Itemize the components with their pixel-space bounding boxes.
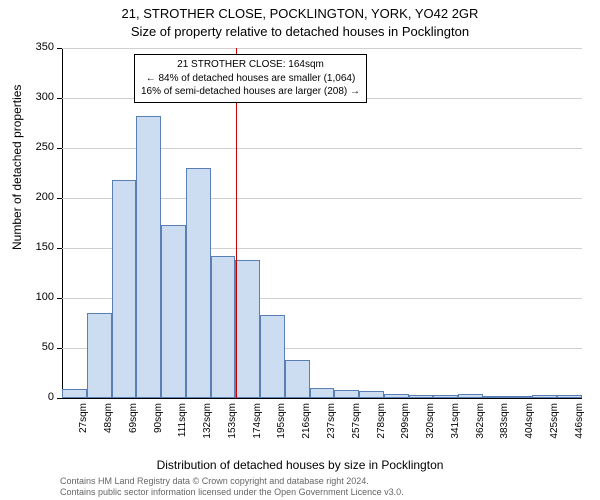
chart-title: 21, STROTHER CLOSE, POCKLINGTON, YORK, Y… xyxy=(0,6,600,21)
footer-line1: Contains HM Land Registry data © Crown c… xyxy=(60,476,404,487)
bar xyxy=(409,395,434,398)
y-tick-mark xyxy=(57,298,62,299)
x-tick-label: 446sqm xyxy=(574,403,585,453)
bar xyxy=(211,256,236,398)
x-tick-label: 216sqm xyxy=(301,403,312,453)
x-tick-label: 111sqm xyxy=(177,403,188,453)
bar xyxy=(384,394,409,398)
x-tick-label: 27sqm xyxy=(78,403,89,453)
bar xyxy=(458,394,483,398)
x-tick-label: 69sqm xyxy=(128,403,139,453)
bar xyxy=(186,168,211,398)
bar xyxy=(483,396,508,398)
bar xyxy=(136,116,161,398)
y-axis-label: Number of detached properties xyxy=(10,85,24,250)
bar xyxy=(87,313,112,398)
bar xyxy=(433,395,458,398)
x-tick-label: 90sqm xyxy=(153,403,164,453)
x-tick-label: 278sqm xyxy=(376,403,387,453)
x-axis-label: Distribution of detached houses by size … xyxy=(0,458,600,472)
annotation-box: 21 STROTHER CLOSE: 164sqm ← 84% of detac… xyxy=(134,54,367,103)
y-tick-label: 350 xyxy=(24,41,54,53)
x-tick-label: 362sqm xyxy=(475,403,486,453)
y-tick-mark xyxy=(57,148,62,149)
y-tick-mark xyxy=(57,398,62,399)
bar xyxy=(359,391,384,398)
y-axis-line xyxy=(62,48,63,398)
bar xyxy=(235,260,260,398)
x-tick-label: 383sqm xyxy=(499,403,510,453)
x-tick-label: 132sqm xyxy=(202,403,213,453)
y-tick-mark xyxy=(57,348,62,349)
annotation-line3: 16% of semi-detached houses are larger (… xyxy=(141,85,360,99)
footer-line2: Contains public sector information licen… xyxy=(60,487,404,498)
x-tick-label: 425sqm xyxy=(549,403,560,453)
bar xyxy=(161,225,186,398)
bar xyxy=(508,396,533,398)
plot-area: 21 STROTHER CLOSE: 164sqm ← 84% of detac… xyxy=(62,48,582,399)
x-tick-label: 299sqm xyxy=(400,403,411,453)
y-tick-label: 250 xyxy=(24,141,54,153)
x-tick-label: 237sqm xyxy=(326,403,337,453)
bar xyxy=(62,389,87,398)
y-tick-label: 150 xyxy=(24,241,54,253)
bar xyxy=(557,395,582,398)
y-tick-label: 50 xyxy=(24,341,54,353)
y-tick-label: 100 xyxy=(24,291,54,303)
x-tick-label: 341sqm xyxy=(450,403,461,453)
y-tick-label: 0 xyxy=(24,391,54,403)
x-tick-label: 174sqm xyxy=(252,403,263,453)
bar xyxy=(285,360,310,398)
y-tick-label: 200 xyxy=(24,191,54,203)
x-tick-label: 320sqm xyxy=(425,403,436,453)
bar xyxy=(310,388,335,398)
chart-container: 21, STROTHER CLOSE, POCKLINGTON, YORK, Y… xyxy=(0,0,600,500)
y-tick-label: 300 xyxy=(24,91,54,103)
gridline xyxy=(62,48,582,49)
bar xyxy=(112,180,137,398)
bar xyxy=(260,315,285,398)
x-tick-label: 48sqm xyxy=(103,403,114,453)
annotation-line1: 21 STROTHER CLOSE: 164sqm xyxy=(141,58,360,72)
bar xyxy=(532,395,557,398)
y-tick-mark xyxy=(57,48,62,49)
y-tick-mark xyxy=(57,198,62,199)
x-tick-label: 257sqm xyxy=(351,403,362,453)
footer: Contains HM Land Registry data © Crown c… xyxy=(60,476,404,498)
bar xyxy=(334,390,359,398)
x-tick-label: 404sqm xyxy=(524,403,535,453)
annotation-line2: ← 84% of detached houses are smaller (1,… xyxy=(141,72,360,86)
x-tick-label: 153sqm xyxy=(227,403,238,453)
chart-subtitle: Size of property relative to detached ho… xyxy=(0,24,600,39)
x-tick-label: 195sqm xyxy=(276,403,287,453)
y-tick-mark xyxy=(57,248,62,249)
y-tick-mark xyxy=(57,98,62,99)
